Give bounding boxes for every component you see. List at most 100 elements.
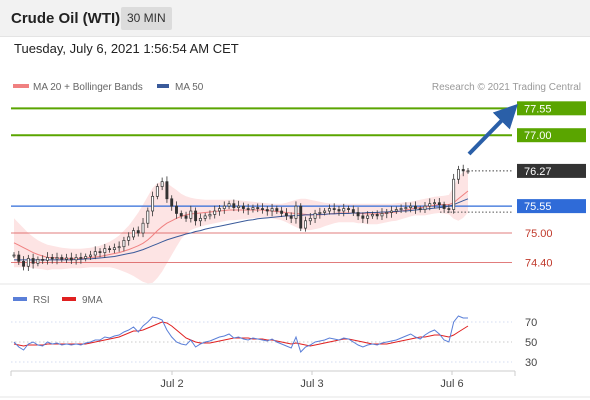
- candle-body-down: [170, 198, 174, 207]
- candle: [117, 241, 121, 252]
- candle-body-down: [22, 261, 26, 267]
- candle-body-down: [41, 259, 45, 261]
- candle: [270, 203, 274, 217]
- candle: [452, 173, 456, 214]
- candle-body-up: [390, 210, 393, 213]
- candle-body-down: [361, 215, 365, 219]
- instrument-title: Crude Oil (WTI): [11, 10, 121, 27]
- candle-body-up: [55, 257, 59, 260]
- timestamp: Tuesday, July 6, 2021 1:56:54 AM CET: [14, 41, 239, 56]
- candle: [284, 208, 288, 221]
- candle-body-up: [456, 169, 460, 180]
- chart-header: Crude Oil (WTI) 30 MIN: [0, 0, 590, 37]
- timeframe-badge[interactable]: 30 MIN: [121, 7, 172, 30]
- candle-body-down: [437, 202, 441, 205]
- candle-body-up: [93, 251, 97, 256]
- legend-9ma-label: 9MA: [82, 295, 103, 306]
- candle-body-up: [127, 236, 131, 241]
- candle: [36, 256, 40, 267]
- candle: [160, 177, 164, 191]
- candle-body-down: [179, 213, 183, 217]
- x-axis-ticks: Jul 2 Jul 3 Jul 6: [160, 371, 464, 390]
- candle: [103, 243, 107, 258]
- candle-body-up: [308, 217, 312, 222]
- candle: [370, 211, 374, 219]
- candle: [175, 201, 178, 219]
- candle: [136, 226, 140, 237]
- candle-body-up: [203, 215, 207, 219]
- candle: [380, 208, 384, 221]
- candle-body-up: [146, 210, 150, 224]
- candle: [437, 197, 441, 210]
- candle-body-up: [112, 247, 116, 250]
- candle: [323, 208, 327, 216]
- candle-body-down: [69, 257, 73, 261]
- candle: [222, 201, 226, 214]
- candle-body-up: [304, 220, 307, 229]
- candle-body-up: [370, 214, 374, 217]
- candle-body-down: [280, 210, 284, 214]
- candle-body-up: [74, 257, 78, 261]
- candle-body-down: [256, 207, 260, 209]
- level-76-27-badge: [517, 163, 586, 178]
- candle: [84, 253, 88, 262]
- candle: [347, 205, 350, 213]
- candle: [251, 204, 255, 213]
- candle: [60, 254, 64, 263]
- candle-body-up: [399, 208, 403, 210]
- candle-body-up: [385, 212, 389, 214]
- candle: [227, 200, 231, 210]
- candle-body-down: [351, 209, 355, 213]
- legend-ma20-swatch: [13, 84, 29, 88]
- x-tick-label: Jul 6: [440, 378, 463, 390]
- candle: [112, 243, 116, 254]
- candle-body-up: [366, 215, 370, 219]
- candle: [184, 211, 188, 222]
- candle: [366, 211, 370, 224]
- candle-body-down: [108, 248, 112, 251]
- candle-body-down: [265, 209, 269, 212]
- candle-body-up: [409, 205, 413, 208]
- level-75-55-badge: [517, 199, 586, 214]
- candle: [294, 201, 298, 224]
- candle: [74, 253, 78, 265]
- x-tick-label: Jul 2: [160, 378, 183, 390]
- candle-body-up: [380, 213, 384, 217]
- candle-body-up: [84, 256, 88, 259]
- candle: [361, 212, 365, 224]
- candle: [179, 210, 183, 219]
- candle-body-up: [294, 205, 298, 219]
- candle: [208, 210, 212, 220]
- candle-body-down: [337, 209, 341, 212]
- candle-body-up: [342, 208, 346, 212]
- legend-rsi-swatch: [13, 297, 27, 301]
- candle: [12, 252, 16, 258]
- candle-body-up: [404, 207, 408, 209]
- candle-body-down: [165, 181, 169, 200]
- candle: [313, 209, 317, 224]
- candle-body-up: [122, 239, 126, 248]
- candle: [413, 201, 417, 214]
- candle-body-up: [394, 209, 398, 212]
- candle: [261, 203, 264, 214]
- candle-body-up: [428, 203, 432, 207]
- candle: [289, 212, 293, 224]
- candle-body-up: [251, 207, 255, 210]
- candle: [155, 183, 159, 200]
- candle-body-up: [423, 205, 427, 210]
- level-77-00-badge: [517, 128, 586, 143]
- candle-body-up: [466, 170, 470, 173]
- rsi-tick-30: 30: [525, 357, 537, 369]
- candle-body-up: [198, 217, 202, 222]
- candle-body-up: [141, 222, 145, 234]
- candle-body-up: [151, 195, 155, 212]
- level-74-40-label: 74.40: [525, 257, 553, 269]
- candle: [122, 236, 126, 252]
- candle-body-down: [299, 205, 303, 229]
- candle-body-down: [447, 208, 451, 210]
- price-levels: [11, 107, 512, 263]
- candle-body-down: [241, 205, 245, 209]
- candle-body-up: [323, 210, 327, 213]
- level-77-00-label: 77.00: [524, 130, 552, 142]
- candle: [404, 202, 408, 213]
